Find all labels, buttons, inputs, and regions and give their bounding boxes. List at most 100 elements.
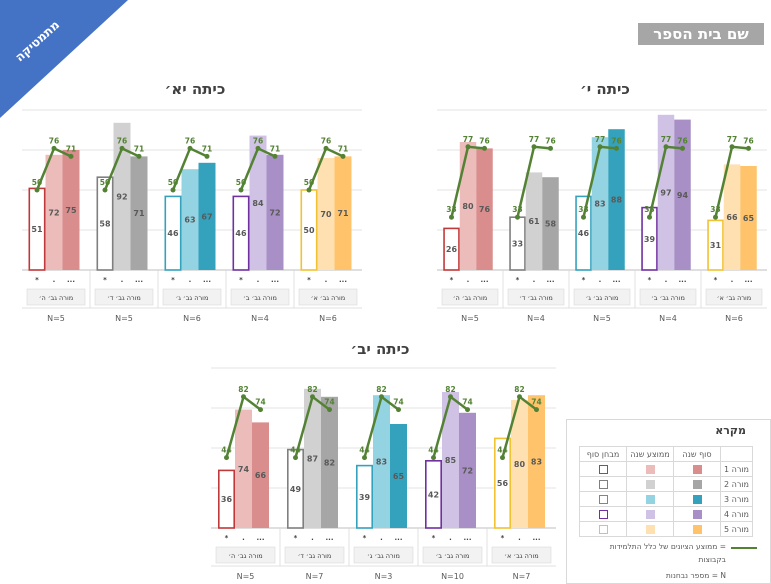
average-point xyxy=(34,187,40,193)
tick-label: * xyxy=(294,534,298,542)
tick-label: * xyxy=(432,534,436,542)
average-label: 33 xyxy=(710,205,720,214)
tick-label: * xyxy=(225,534,229,542)
tick-label: . xyxy=(242,534,245,542)
legend-row: מורה 1 xyxy=(579,461,753,477)
data-label: 71 xyxy=(337,209,349,218)
data-label: 26 xyxy=(446,245,458,254)
average-point xyxy=(746,145,751,151)
legend-row: מורה 2 xyxy=(579,476,753,492)
average-label: 77 xyxy=(595,135,605,144)
average-point xyxy=(647,214,652,220)
average-label: 76 xyxy=(321,136,331,145)
legend-n-text: N = מספר נבחנות xyxy=(665,571,726,580)
legend-row: מורה 5 xyxy=(579,521,753,537)
legend-header-avg: ממוצע שנה xyxy=(626,446,674,462)
category-box xyxy=(284,546,345,564)
category-box xyxy=(507,288,565,306)
n-label: N=7 xyxy=(306,572,324,581)
n-label: N=3 xyxy=(375,572,393,581)
average-point xyxy=(396,407,401,413)
tick-label: . xyxy=(518,534,521,542)
legend-row-label: מורה 5 xyxy=(720,521,753,537)
average-label: 82 xyxy=(376,385,386,394)
bar xyxy=(707,219,724,271)
tick-label: * xyxy=(307,276,311,284)
n-label: N=5 xyxy=(593,314,611,323)
bar xyxy=(252,422,269,528)
n-label: N=5 xyxy=(115,314,133,323)
bar xyxy=(442,392,459,528)
data-label: 80 xyxy=(514,460,526,469)
legend-swatch-final xyxy=(692,479,702,489)
category-box xyxy=(639,288,697,306)
average-point xyxy=(500,455,505,461)
average-point xyxy=(241,394,246,400)
data-label: 74 xyxy=(238,465,250,474)
category-label: מורה גב׳ א׳ xyxy=(504,552,538,560)
average-point xyxy=(379,394,384,400)
tick-label: ... xyxy=(67,276,75,284)
average-label: 74 xyxy=(531,398,541,407)
legend-title: מקרא xyxy=(715,424,746,437)
bar xyxy=(591,137,609,270)
bar xyxy=(235,409,252,528)
category-label: מורה גב׳ ג׳ xyxy=(176,294,209,302)
data-label: 33 xyxy=(512,240,523,249)
legend-swatch-final xyxy=(692,464,702,474)
average-label: 77 xyxy=(529,135,539,144)
data-label: 49 xyxy=(290,485,302,494)
legend-row-label: מורה 2 xyxy=(720,476,753,492)
tick-label: ... xyxy=(745,276,753,284)
n-label: N=5 xyxy=(461,314,479,323)
bar xyxy=(317,158,335,270)
average-label: 74 xyxy=(324,398,334,407)
n-label: N=4 xyxy=(251,314,269,323)
category-box xyxy=(94,288,154,306)
bar xyxy=(96,176,114,271)
category-box xyxy=(422,546,483,564)
data-label: 87 xyxy=(307,454,318,463)
bar xyxy=(740,166,757,270)
average-point xyxy=(170,187,176,193)
average-label: 71 xyxy=(134,144,144,153)
chart-grade-10: 26 80 76 33 77 76 *. ... מורה גב׳ ה׳ N=5 33 61 58 33 7… xyxy=(437,109,767,323)
average-point xyxy=(614,145,619,151)
bar xyxy=(493,437,511,529)
data-label: 82 xyxy=(324,458,335,467)
subject-ribbon: מתמטיקה xyxy=(0,0,128,118)
n-label: N=7 xyxy=(513,572,531,581)
average-label: 76 xyxy=(185,136,195,145)
data-label: 51 xyxy=(31,225,43,234)
legend-row-label: מורה 4 xyxy=(720,506,753,522)
chart-title-10: כיתה י׳ xyxy=(580,80,630,98)
data-label: 67 xyxy=(201,212,212,221)
bar xyxy=(373,395,390,528)
bar xyxy=(425,460,443,529)
data-label: 92 xyxy=(116,192,127,201)
legend-row: מורה 3 xyxy=(579,491,753,507)
average-label: 82 xyxy=(307,385,317,394)
data-label: 46 xyxy=(235,229,247,238)
category-label: מורה גב׳ ד׳ xyxy=(107,294,141,302)
bar xyxy=(62,150,80,270)
category-box xyxy=(298,288,358,306)
bar xyxy=(459,142,477,270)
legend-swatch-exam xyxy=(598,494,608,504)
data-label: 65 xyxy=(743,214,755,223)
average-point xyxy=(238,187,244,193)
n-label: N=6 xyxy=(183,314,201,323)
bar xyxy=(657,114,675,270)
tick-label: . xyxy=(53,276,56,284)
tick-label: * xyxy=(103,276,107,284)
average-label: 76 xyxy=(545,136,555,145)
bar xyxy=(459,412,476,528)
category-box xyxy=(491,546,552,564)
average-label: 44 xyxy=(428,446,438,455)
tick-label: ... xyxy=(395,534,403,542)
legend-header-exam: מבחן סוף xyxy=(579,446,627,462)
average-label: 44 xyxy=(221,446,231,455)
bar xyxy=(249,135,267,270)
tick-label: * xyxy=(516,276,520,284)
tick-label: . xyxy=(257,276,260,284)
